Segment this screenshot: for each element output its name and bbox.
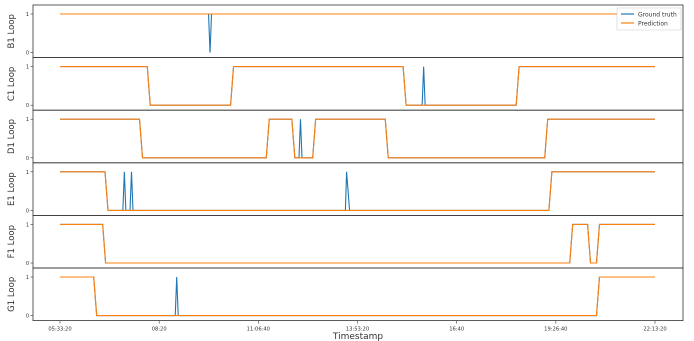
y-tick-label: 0 xyxy=(26,103,29,109)
panel-g1-loop: 0 1 G1 Loop xyxy=(7,267,684,321)
y-tick-label: 1 xyxy=(26,117,29,123)
panel-frame xyxy=(32,214,684,269)
series-line-ground-truth xyxy=(60,118,655,159)
y-tick-label: 1 xyxy=(26,12,29,18)
panel-f1-loop: 0 1 F1 Loop xyxy=(7,214,684,269)
panel-c1-loop: 0 1 C1 Loop xyxy=(7,57,684,111)
y-axis-label: B1 Loop xyxy=(7,14,17,48)
legend: Ground truth Prediction xyxy=(616,7,682,31)
x-tick-label: 22:13:20 xyxy=(643,327,666,333)
x-tick-label: 11:06:40 xyxy=(247,327,270,333)
panel-frame xyxy=(32,57,684,111)
y-axis-label: F1 Loop xyxy=(7,225,17,258)
panel-b1-loop: 0 1 B1 Loop xyxy=(7,4,684,58)
series-line-prediction xyxy=(60,276,655,317)
x-tick-label: 08:20 xyxy=(152,327,167,333)
x-tick-label: 13:53:20 xyxy=(346,327,369,333)
y-tick-label: 0 xyxy=(26,156,29,162)
series-line-prediction xyxy=(60,118,655,159)
series-line-ground-truth xyxy=(60,13,655,53)
series-line-prediction xyxy=(60,171,655,211)
x-axis-label: Timestamp xyxy=(332,332,384,341)
series-line-prediction xyxy=(60,223,655,264)
y-axis-label: E1 Loop xyxy=(7,172,17,206)
panel-frame xyxy=(32,267,684,321)
x-axis: 05:33:20 08:20 11:06:40 13:53:20 16:40 19:26:… xyxy=(48,320,667,333)
y-tick-label: 0 xyxy=(26,261,29,267)
series-line-prediction xyxy=(60,66,655,106)
x-tick-label: 19:26:40 xyxy=(544,327,567,333)
y-tick-label: 1 xyxy=(26,222,29,228)
chart-panels: 0 1 B1 Loop 0 1 C1 Loop 0 1 D1 Loop 0 1 E1 Loop 0 1 F1… xyxy=(7,4,684,321)
y-tick-label: 1 xyxy=(26,65,29,71)
x-tick-label: 16:40 xyxy=(449,327,464,333)
series-line-ground-truth xyxy=(60,223,655,264)
panel-e1-loop: 0 1 E1 Loop xyxy=(7,162,684,216)
x-tick-label: 05:33:20 xyxy=(48,327,71,333)
y-tick-label: 0 xyxy=(26,51,29,57)
y-axis-label: D1 Loop xyxy=(7,119,17,154)
series-line-ground-truth xyxy=(60,276,655,317)
y-tick-label: 0 xyxy=(26,314,29,320)
y-tick-label: 1 xyxy=(26,275,29,281)
panel-frame xyxy=(32,109,684,164)
legend-label-prediction: Prediction xyxy=(638,21,668,28)
y-axis-label: C1 Loop xyxy=(7,67,17,101)
y-tick-label: 0 xyxy=(26,208,29,214)
y-tick-label: 1 xyxy=(26,170,29,176)
series-line-ground-truth xyxy=(60,171,655,211)
panel-d1-loop: 0 1 D1 Loop xyxy=(7,109,684,164)
legend-label-ground-truth: Ground truth xyxy=(638,12,677,19)
panel-frame xyxy=(32,4,684,58)
y-axis-label: G1 Loop xyxy=(7,277,17,312)
